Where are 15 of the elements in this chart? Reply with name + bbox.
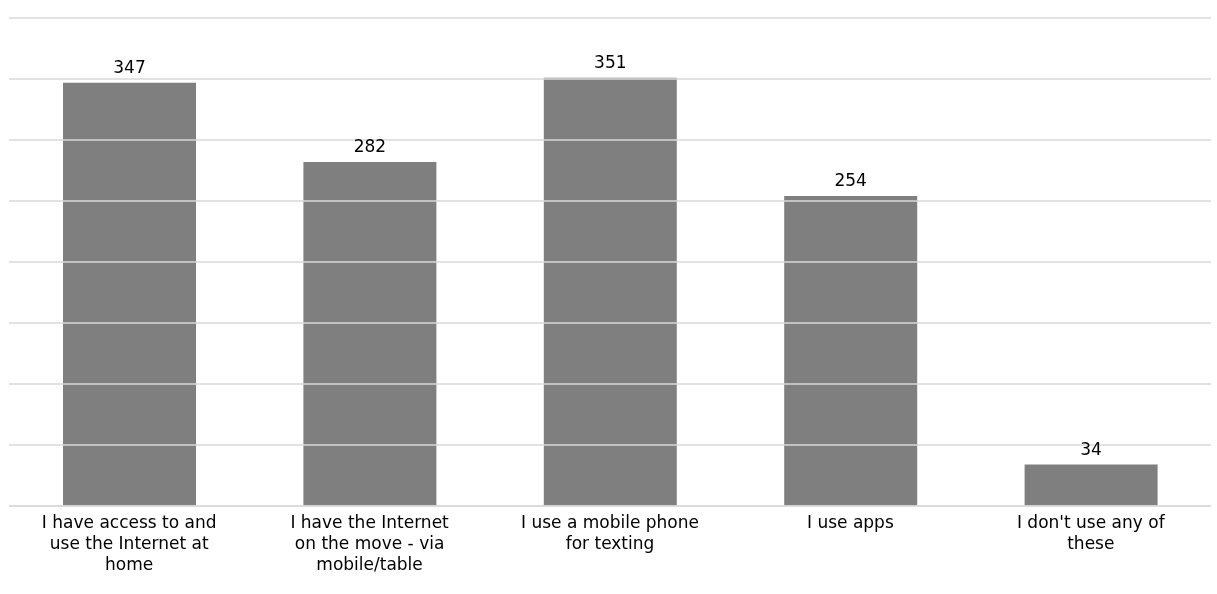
x-tick-label: I don't use any of these bbox=[1016, 512, 1166, 553]
x-tick-label: I use a mobile phone for texting bbox=[521, 512, 699, 553]
data-label: 34 bbox=[1080, 438, 1102, 459]
data-label: 351 bbox=[594, 51, 627, 72]
bar bbox=[784, 196, 918, 506]
bar bbox=[63, 82, 196, 506]
bar bbox=[1024, 464, 1158, 506]
data-label: 282 bbox=[353, 135, 387, 156]
x-tick-label: I have the Internet on the move - via mobile/table bbox=[290, 512, 450, 574]
data-label: 254 bbox=[834, 170, 867, 191]
x-tick-label: I have access to and use the Internet at home bbox=[41, 512, 217, 574]
x-tick-label: I use apps bbox=[807, 512, 894, 532]
bar bbox=[543, 77, 677, 506]
data-label: 347 bbox=[113, 56, 146, 77]
bar bbox=[303, 161, 437, 506]
